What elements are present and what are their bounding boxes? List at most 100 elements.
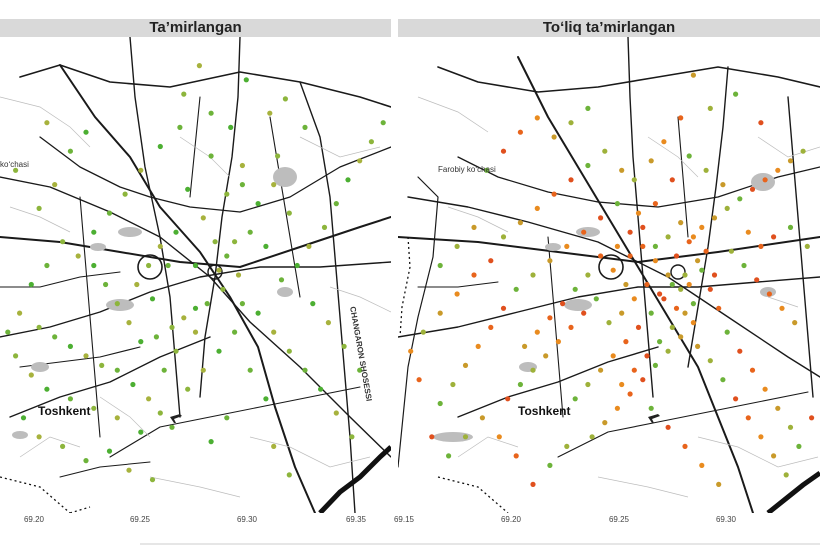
observation-point xyxy=(644,353,650,359)
observation-point xyxy=(212,239,218,245)
observation-point xyxy=(173,348,179,354)
observation-point xyxy=(686,239,692,245)
observation-point xyxy=(471,272,477,278)
observation-point xyxy=(169,424,175,430)
observation-point xyxy=(83,458,89,464)
observation-point xyxy=(707,286,713,292)
observation-point xyxy=(652,243,658,249)
observation-point xyxy=(157,410,163,416)
observation-point xyxy=(513,453,519,459)
minor-roads xyxy=(0,96,391,498)
observation-point xyxy=(20,415,27,421)
observation-point xyxy=(321,224,328,230)
observation-point xyxy=(522,343,528,349)
observation-point xyxy=(185,186,191,192)
observation-point xyxy=(429,434,435,440)
observation-point xyxy=(408,348,414,354)
observation-point xyxy=(652,201,658,207)
observation-point xyxy=(614,405,620,411)
map-area[interactable]: Toshkent Farobiy koʻchasi xyxy=(398,37,820,513)
street-label-kochasi: koʻchasi xyxy=(0,160,29,169)
observation-point xyxy=(703,167,709,173)
observation-point xyxy=(669,177,675,183)
panel-title-strip xyxy=(0,19,391,37)
observation-point xyxy=(534,329,540,335)
observation-point xyxy=(787,224,794,230)
x-tick: 69.35 xyxy=(345,515,367,524)
observation-point xyxy=(134,281,140,288)
observation-point xyxy=(310,301,316,307)
observation-point xyxy=(416,377,422,383)
observation-point xyxy=(5,329,11,335)
observation-point xyxy=(762,386,768,392)
observation-point xyxy=(783,472,789,478)
x-tick: 69.15 xyxy=(393,515,415,524)
observation-point xyxy=(631,296,637,302)
observation-point xyxy=(796,443,802,449)
observation-point xyxy=(640,243,646,249)
observation-point xyxy=(161,367,167,373)
observation-point xyxy=(44,262,50,269)
observation-point xyxy=(224,191,230,197)
observation-point xyxy=(737,196,743,202)
observation-point xyxy=(36,324,42,330)
observation-point xyxy=(737,348,743,354)
observation-point xyxy=(804,243,810,249)
observation-point xyxy=(13,353,19,359)
road-network xyxy=(0,37,391,513)
observation-point xyxy=(500,148,507,154)
observation-point xyxy=(126,467,132,473)
observation-point xyxy=(665,424,671,430)
observation-point xyxy=(640,377,646,383)
observation-point xyxy=(243,77,249,83)
observation-point xyxy=(530,481,536,487)
observation-point xyxy=(602,148,608,154)
observation-point xyxy=(564,243,570,249)
observation-point xyxy=(177,124,183,130)
observation-point xyxy=(318,386,324,392)
observation-point xyxy=(598,215,604,221)
observation-point xyxy=(500,305,507,311)
observation-point xyxy=(745,229,751,235)
observation-point xyxy=(585,162,591,169)
river xyxy=(766,470,820,513)
observation-point xyxy=(286,210,292,216)
observation-point xyxy=(581,229,587,235)
observation-point xyxy=(505,396,511,402)
observation-point xyxy=(733,91,739,97)
observation-point xyxy=(648,158,654,164)
observation-point xyxy=(572,396,578,402)
observation-point xyxy=(678,220,684,226)
observation-point xyxy=(239,162,245,169)
observation-point xyxy=(479,415,485,421)
observation-point xyxy=(192,262,199,269)
observation-point xyxy=(475,343,481,349)
observation-point xyxy=(800,148,806,154)
observation-point xyxy=(619,310,625,316)
observation-point xyxy=(623,339,629,345)
observation-point xyxy=(627,253,633,259)
observation-point xyxy=(437,262,443,269)
observation-point xyxy=(720,377,726,383)
observation-point xyxy=(657,291,663,297)
map-area[interactable]: Toshkent koʻchasi CHANGARON SHOSESSI xyxy=(0,37,391,513)
observation-point xyxy=(91,229,97,235)
panel-title: Toʻliq ta’mirlangan xyxy=(542,19,676,36)
observation-point xyxy=(196,63,202,69)
observation-point xyxy=(216,267,222,273)
observation-point xyxy=(341,343,347,349)
observation-point xyxy=(267,110,273,116)
observation-point xyxy=(682,272,688,278)
observation-point xyxy=(17,310,23,316)
observation-point xyxy=(36,434,42,440)
observation-point xyxy=(185,386,191,392)
observation-point xyxy=(547,315,553,321)
observation-point xyxy=(138,339,144,345)
observation-point xyxy=(564,443,570,449)
observation-point xyxy=(682,310,688,316)
observation-point xyxy=(602,420,608,426)
observation-point xyxy=(200,367,206,373)
observation-point xyxy=(462,362,469,368)
observation-point xyxy=(635,210,642,216)
observation-point xyxy=(657,339,663,345)
